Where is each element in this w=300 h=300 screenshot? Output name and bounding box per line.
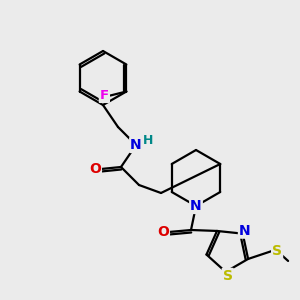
Text: S: S [223,269,233,283]
Text: O: O [89,162,101,176]
Text: F: F [100,89,109,102]
Text: H: H [143,134,153,146]
Text: N: N [190,199,202,213]
Text: S: S [272,244,282,258]
Text: O: O [157,225,169,239]
Text: N: N [239,224,250,238]
Text: N: N [130,138,142,152]
